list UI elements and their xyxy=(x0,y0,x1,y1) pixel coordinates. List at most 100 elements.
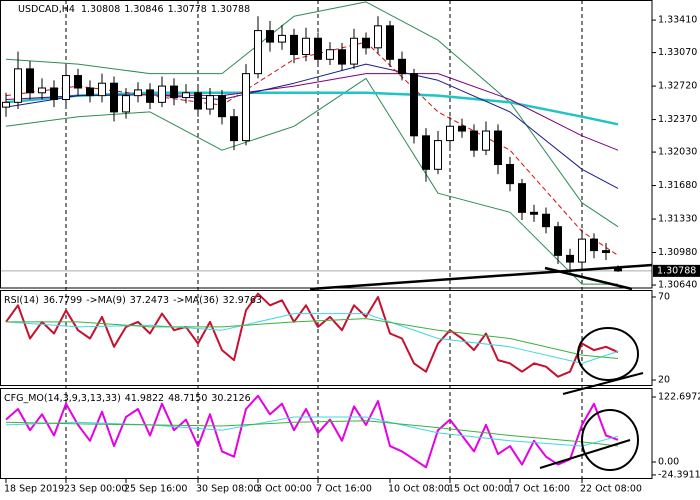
x-tick-label: 7 Oct 16:00 xyxy=(316,484,372,495)
x-tick-label: 17 Oct 16:00 xyxy=(508,484,570,495)
candle-body xyxy=(86,87,94,97)
candle-body xyxy=(98,82,106,97)
candle-body xyxy=(542,213,550,228)
series-last: 37.2473 xyxy=(130,295,169,306)
candle-body xyxy=(374,25,382,49)
indicator-line xyxy=(6,318,619,359)
trend-line xyxy=(562,372,644,395)
candle-body xyxy=(362,37,370,49)
panel-frame xyxy=(0,388,653,479)
highlight-circle xyxy=(577,327,639,381)
candle-body xyxy=(242,73,250,142)
candle-body xyxy=(398,58,406,75)
x-tick-label: 10 Oct 08:00 xyxy=(388,484,450,495)
highlight-circle xyxy=(581,409,639,471)
candle-body xyxy=(470,130,478,151)
last-low: 1.30778 xyxy=(168,4,207,15)
candle-body xyxy=(218,95,226,118)
y-tick-label: -24.3911 xyxy=(658,469,700,480)
candle-body xyxy=(62,75,70,100)
x-tick-label: 23 Sep 00:00 xyxy=(64,484,127,495)
candle-body xyxy=(530,211,538,215)
x-tick-label: 3 Oct 00:00 xyxy=(256,484,312,495)
candle-body xyxy=(482,130,490,151)
candle-body xyxy=(206,95,214,110)
candle-body xyxy=(338,49,346,65)
candle-body xyxy=(158,85,166,103)
main-header: USDCAD,H4 1.30808 1.30846 1.30778 1.30788 xyxy=(18,4,250,15)
y-tick-label: 1.30640 xyxy=(658,280,697,291)
candle-body xyxy=(110,82,118,113)
series-name: RSI(14) xyxy=(4,295,39,306)
candle-body xyxy=(314,37,322,60)
series-last: 48.7150 xyxy=(168,393,207,404)
candle-body xyxy=(554,226,562,256)
y-tick-label: 1.31680 xyxy=(658,180,697,191)
candle-body xyxy=(302,37,310,56)
candle-body xyxy=(578,238,586,263)
series-last: 30.2126 xyxy=(211,393,250,404)
candle-body xyxy=(26,68,34,94)
candle-body xyxy=(566,254,574,263)
candle-body xyxy=(254,30,262,75)
candle-body xyxy=(14,68,22,103)
candle-body xyxy=(518,183,526,213)
y-tick-label: 70 xyxy=(658,291,670,302)
series-name: ->MA(9) xyxy=(86,295,126,306)
candle-body xyxy=(506,164,514,185)
indicator-line xyxy=(5,416,619,447)
y-tick-label: 0.00 xyxy=(658,456,679,467)
y-tick-label: 1.33410 xyxy=(658,15,697,26)
candle-body xyxy=(434,140,442,170)
candle-body xyxy=(194,92,202,110)
candle-body xyxy=(590,238,598,252)
candle-body xyxy=(74,75,82,89)
series-last: 36.7799 xyxy=(43,295,82,306)
y-tick-label: 20 xyxy=(658,375,670,386)
candle-body xyxy=(494,130,502,166)
x-tick-label: 22 Oct 08:00 xyxy=(580,484,642,495)
candle-body xyxy=(458,125,466,132)
candle-body xyxy=(290,34,298,56)
trend-line xyxy=(309,263,653,291)
candle-body xyxy=(446,125,454,142)
panel-frame xyxy=(0,0,653,289)
candle-body xyxy=(122,95,130,113)
x-tick-label: 18 Sep 2019 xyxy=(4,484,64,495)
trend-line xyxy=(544,266,633,291)
series-last: 41.9822 xyxy=(125,393,164,404)
y-tick-label: 1.32720 xyxy=(658,81,697,92)
candle-body xyxy=(422,135,430,170)
indicator-line xyxy=(5,292,619,378)
indicator-line xyxy=(5,313,619,364)
candle-body xyxy=(134,89,142,97)
candle-body xyxy=(2,101,10,108)
last-open: 1.30808 xyxy=(81,4,120,15)
indicator-line xyxy=(5,394,619,469)
candle-body xyxy=(278,34,286,43)
y-tick-label: 1.32370 xyxy=(658,114,697,125)
y-tick-label: 1.33070 xyxy=(658,47,697,58)
symbol: USDCAD,H4 xyxy=(18,4,75,15)
candle-body xyxy=(266,30,274,43)
candle-body xyxy=(38,87,46,94)
candle-body xyxy=(50,87,58,100)
current-price-box xyxy=(653,264,700,277)
series-name: ->MA(36) xyxy=(173,295,219,306)
series-last: 32.9763 xyxy=(223,295,262,306)
y-tick-label: 1.31330 xyxy=(658,214,697,225)
candle-body xyxy=(614,268,622,272)
candle-body xyxy=(410,73,418,137)
panel-frame xyxy=(0,290,653,386)
indicator-line xyxy=(5,420,619,447)
last-close: 1.30788 xyxy=(211,4,250,15)
current-price-label: 1.30788 xyxy=(657,265,696,276)
rsi-header: RSI(14) 36.7799 ->MA(9) 37.2473 ->MA(36) 32.9… xyxy=(4,295,262,306)
last-high: 1.30846 xyxy=(124,4,163,15)
marks-layer xyxy=(2,1,622,469)
candle-body xyxy=(350,37,358,65)
candle-body xyxy=(170,85,178,99)
candle-body xyxy=(146,89,154,103)
x-tick-label: 15 Oct 00:00 xyxy=(448,484,510,495)
